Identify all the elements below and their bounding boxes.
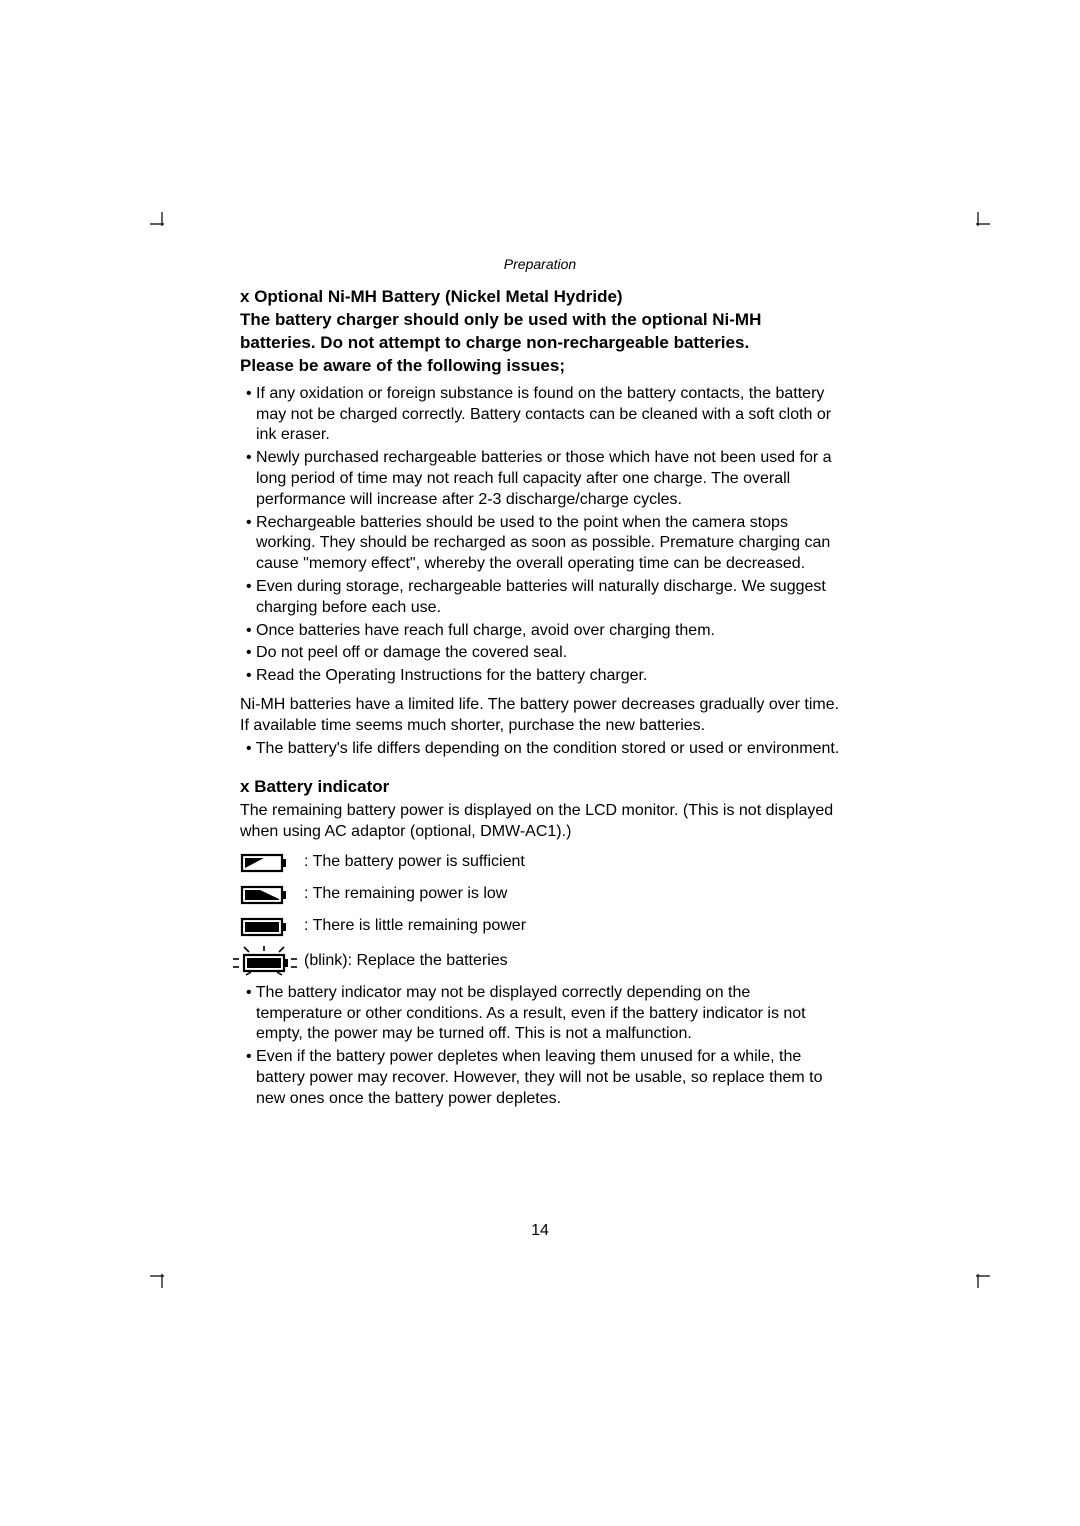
- battery-little-label: : There is little remaining power: [304, 917, 526, 935]
- list-item: Newly purchased rechargeable batteries o…: [240, 448, 840, 510]
- list-item: Do not peel off or damage the covered se…: [240, 643, 840, 664]
- battery-blink-icon: [229, 945, 301, 977]
- battery-little-icon: [240, 913, 290, 939]
- battery-full-label: : The battery power is sufficient: [304, 853, 525, 871]
- title-line-2: The battery charger should only be used …: [240, 309, 840, 332]
- battery-indicator-heading: x Battery indicator: [240, 777, 840, 797]
- battery-indicator-intro: The remaining battery power is displayed…: [240, 801, 840, 843]
- battery-row-blink: (blink): Replace the batteries: [229, 945, 840, 977]
- battery-row-low: : The remaining power is low: [240, 881, 840, 907]
- list-item: The battery indicator may not be display…: [240, 983, 840, 1045]
- page-number: 14: [0, 1222, 1080, 1240]
- battery-row-little: : There is little remaining power: [240, 913, 840, 939]
- title-line-1-text: Optional Ni-MH Battery (Nickel Metal Hyd…: [254, 287, 622, 306]
- crop-mark-tl: [150, 212, 174, 236]
- bullet-list-1: If any oxidation or foreign substance is…: [240, 384, 840, 687]
- list-item: If any oxidation or foreign substance is…: [240, 384, 840, 446]
- bullet-list-2: The battery's life differs depending on …: [240, 739, 840, 760]
- paragraph-life: Ni-MH batteries have a limited life. The…: [240, 695, 840, 737]
- battery-full-icon: [240, 849, 290, 875]
- list-item: Read the Operating Instructions for the …: [240, 666, 840, 687]
- battery-blink-label: (blink): Replace the batteries: [304, 952, 508, 970]
- list-item: Once batteries have reach full charge, a…: [240, 621, 840, 642]
- section-header: Preparation: [240, 256, 840, 272]
- title-line-1: x Optional Ni-MH Battery (Nickel Metal H…: [240, 286, 840, 309]
- title-prefix: x: [240, 287, 254, 306]
- title-line-4: Please be aware of the following issues;: [240, 355, 840, 378]
- heading-prefix: x: [240, 777, 254, 796]
- list-item: Even during storage, rechargeable batter…: [240, 577, 840, 619]
- heading-text: Battery indicator: [254, 777, 389, 796]
- crop-mark-br: [966, 1264, 990, 1288]
- content-area: Preparation x Optional Ni-MH Battery (Ni…: [240, 256, 840, 1118]
- title-block: x Optional Ni-MH Battery (Nickel Metal H…: [240, 286, 840, 378]
- crop-mark-bl: [150, 1264, 174, 1288]
- battery-row-full: : The battery power is sufficient: [240, 849, 840, 875]
- list-item: Even if the battery power depletes when …: [240, 1047, 840, 1109]
- battery-low-label: : The remaining power is low: [304, 885, 507, 903]
- title-line-3: batteries. Do not attempt to charge non-…: [240, 332, 840, 355]
- bullet-list-3: The battery indicator may not be display…: [240, 983, 840, 1110]
- page: Preparation x Optional Ni-MH Battery (Ni…: [0, 0, 1080, 1526]
- crop-mark-tr: [966, 212, 990, 236]
- list-item: The battery's life differs depending on …: [240, 739, 840, 760]
- battery-low-icon: [240, 881, 290, 907]
- list-item: Rechargeable batteries should be used to…: [240, 513, 840, 575]
